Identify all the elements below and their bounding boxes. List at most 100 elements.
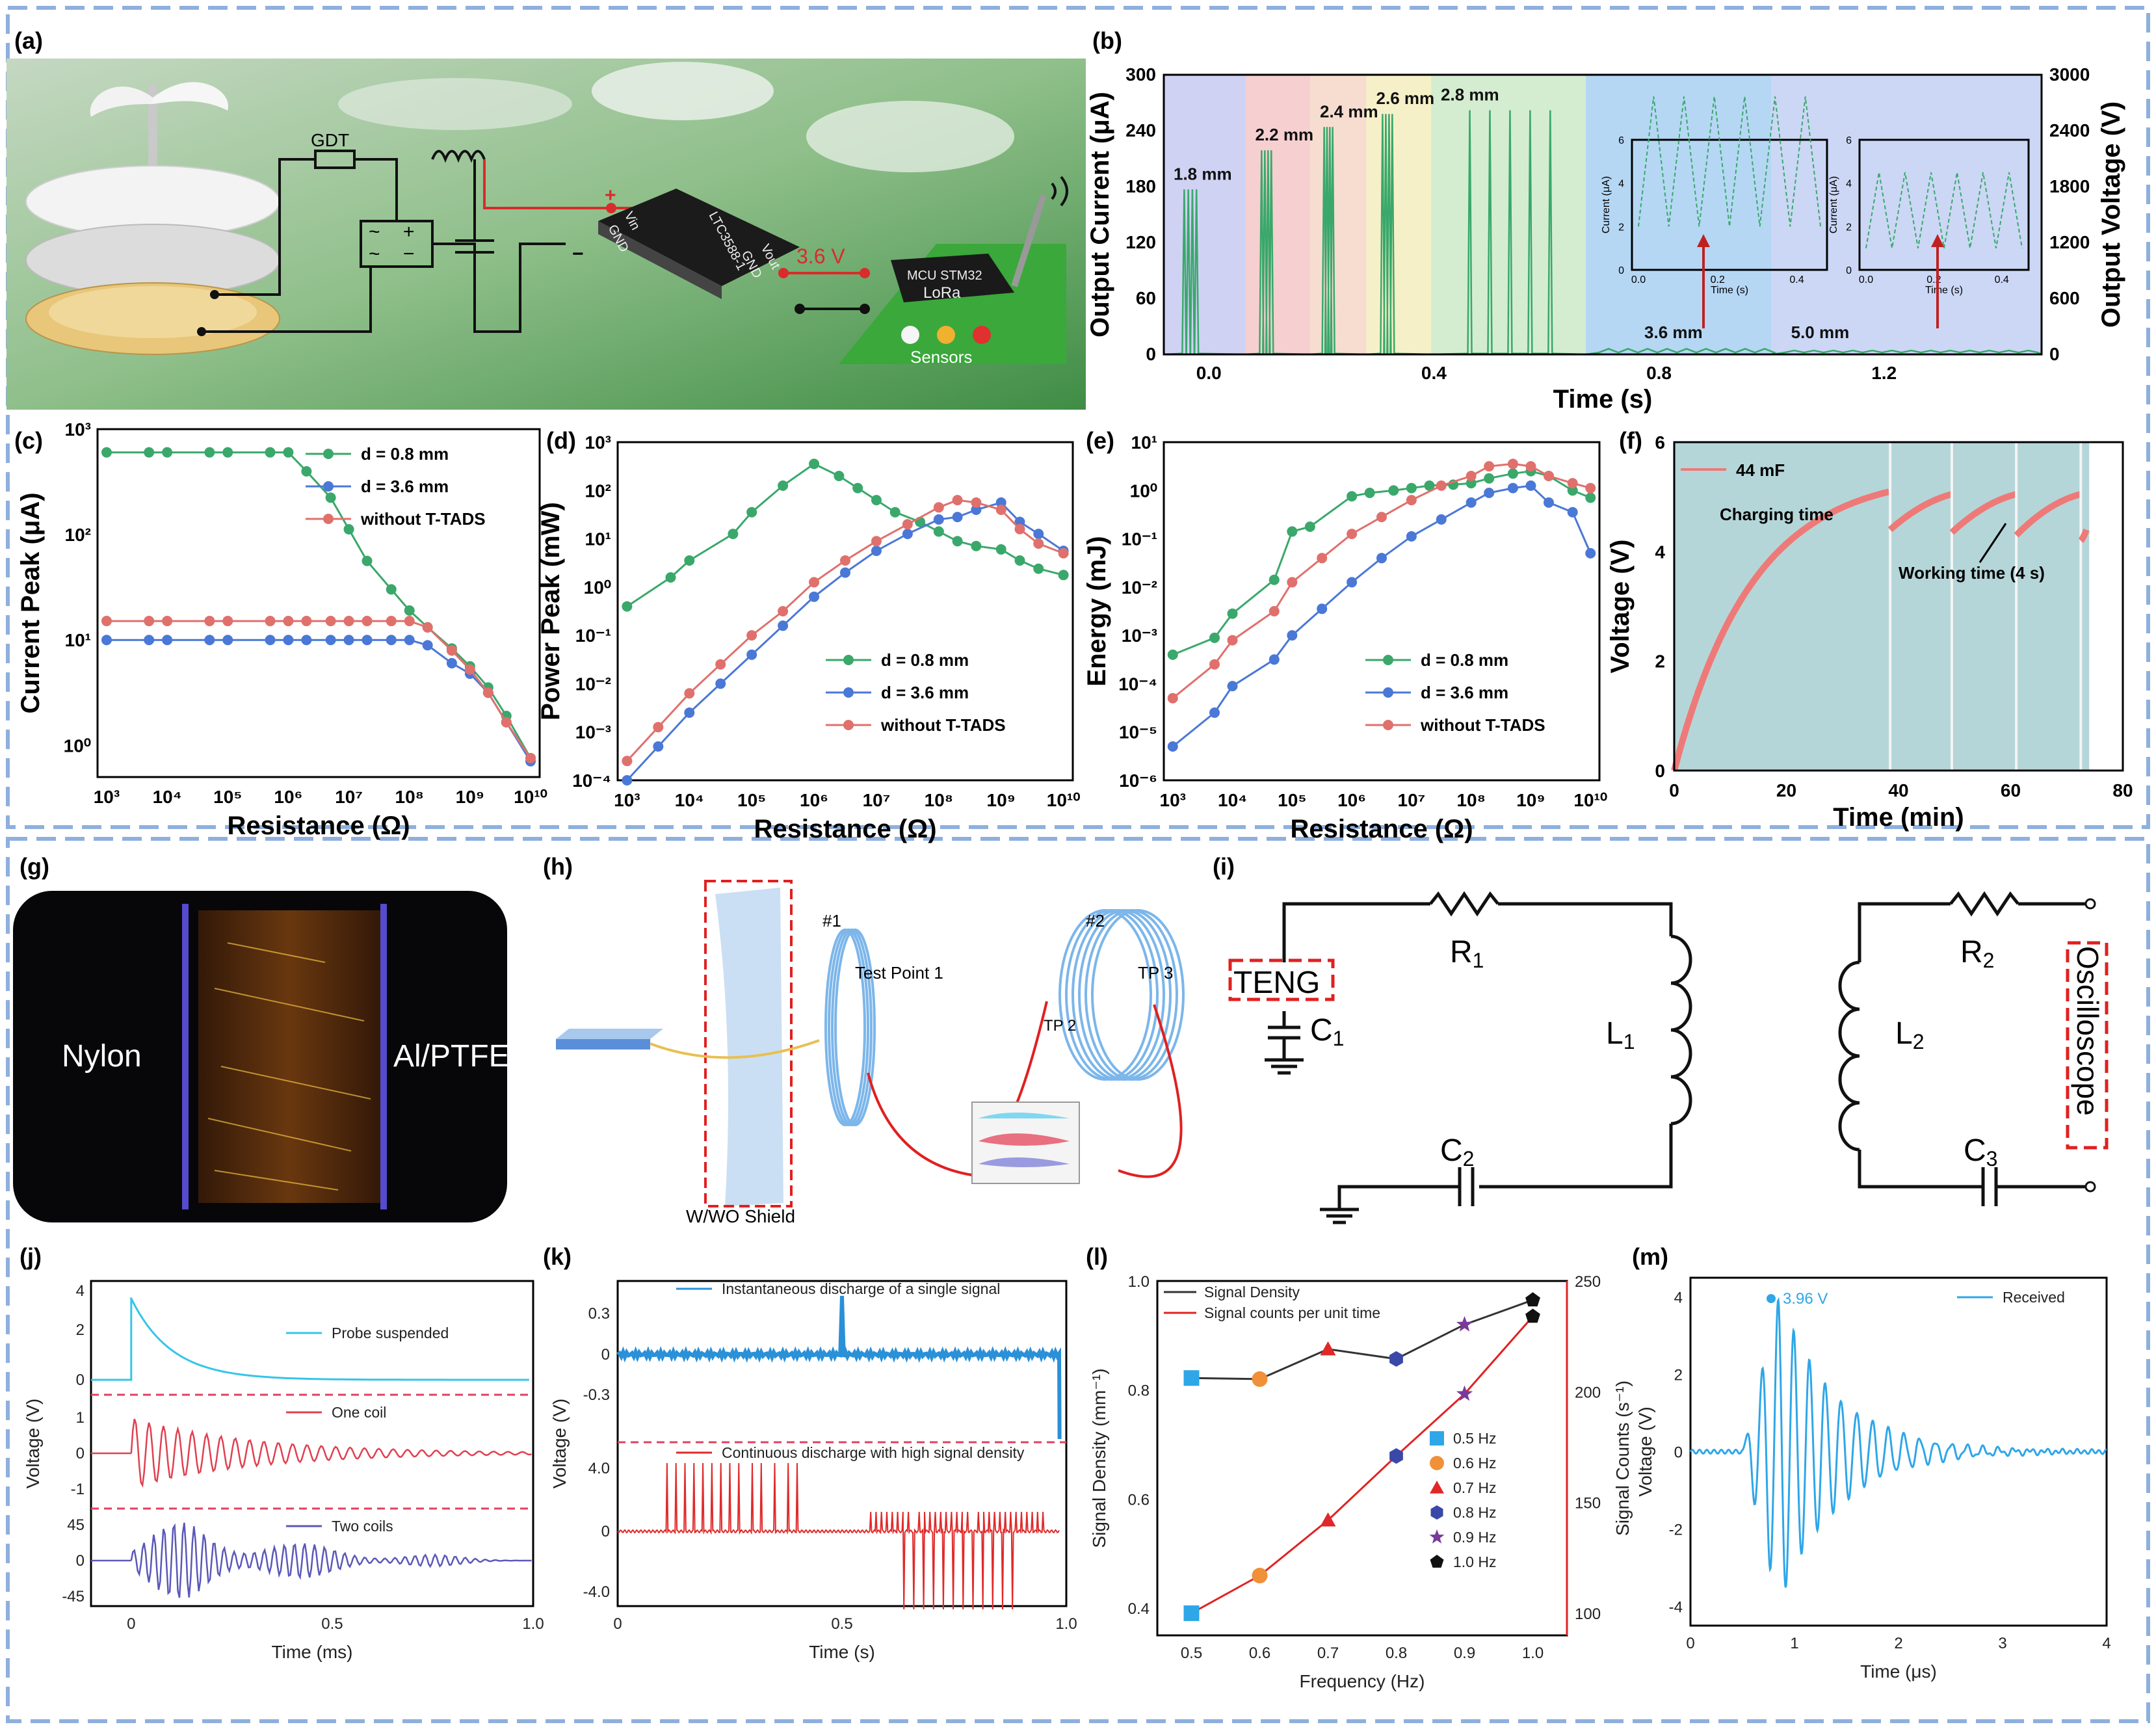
chip-plus: + — [605, 185, 616, 206]
ltc-chip-icon — [598, 189, 800, 299]
m-xlabel: Time (μs) — [1860, 1661, 1937, 1682]
l-series-density — [1191, 1299, 1534, 1380]
d-point-2-7 — [840, 555, 850, 566]
e-point-0-4 — [1287, 526, 1298, 537]
d-point-1-1 — [653, 741, 664, 752]
e-point-1-6 — [1347, 577, 1358, 588]
bridge-tilde-1: ~ — [369, 221, 380, 243]
f-cycle-0 — [1887, 491, 1953, 533]
m-xtick-1: 1 — [1790, 1635, 1798, 1652]
gap-label-3: 2.6 mm — [1376, 88, 1435, 108]
c-point-2-8 — [325, 616, 336, 627]
d-ytick-1: 10⁻³ — [575, 722, 611, 743]
inset-ytick-0-3: 6 — [1618, 135, 1624, 146]
d-frame — [616, 441, 1074, 782]
d-xtick-5: 10⁸ — [925, 790, 953, 810]
c-xtick-3: 10⁶ — [274, 787, 302, 807]
c-xtick-1: 10⁴ — [153, 787, 182, 807]
inset-ytick-0-0: 0 — [1618, 265, 1624, 276]
k-xtick-2: 1.0 — [1055, 1615, 1077, 1633]
c-point-1-11 — [386, 635, 397, 646]
j-series-two-coils — [91, 1522, 532, 1598]
gap-label-6: 5.0 mm — [1791, 323, 1850, 342]
gap-label-4: 2.8 mm — [1441, 85, 1499, 104]
d-ytick-2: 10⁻² — [575, 674, 611, 694]
panel-f-label: (f) — [1619, 427, 1642, 454]
e-ytick-2: 10⁻⁴ — [1118, 674, 1157, 694]
c-point-1-5 — [265, 635, 276, 646]
inset-xlabel-1: Time (s) — [1925, 285, 1963, 296]
f-xtick-3: 60 — [2001, 780, 2021, 800]
b-y2label: Output Voltage (V) — [2097, 101, 2125, 328]
f-xlabel: Time (min) — [1833, 803, 1964, 832]
d-ylabel: Power Peak (mW) — [536, 502, 565, 720]
e-point-2-3 — [1269, 606, 1280, 616]
e-point-2-16 — [1585, 482, 1596, 494]
k-series-single — [616, 1295, 1062, 1440]
panel-a-label: (a) — [14, 27, 43, 54]
segment-bg-6 — [1771, 75, 2042, 354]
inset-xtick-0-1: 0.2 — [1711, 274, 1725, 285]
l-density-point-3 — [1389, 1351, 1403, 1367]
l-marker-legend-2: 0.7 Hz — [1453, 1479, 1496, 1496]
d-xtick-4: 10⁷ — [863, 790, 891, 810]
l-ytick-3: 1.0 — [1128, 1273, 1150, 1291]
d-point-1-13 — [995, 497, 1006, 508]
f-ytick-0: 0 — [1655, 761, 1665, 781]
b-ytick-1: 60 — [1136, 288, 1156, 308]
e-point-2-6 — [1347, 529, 1358, 540]
e-point-0-8 — [1388, 485, 1399, 496]
l-xtick-1: 0.6 — [1249, 1644, 1270, 1662]
d-point-0-3 — [728, 529, 739, 540]
e-point-0-12 — [1466, 478, 1477, 489]
d-point-0-7 — [834, 471, 845, 481]
l-legend-0: Signal Density — [1204, 1284, 1300, 1300]
chart-k: Instantaneous discharge of a single sign… — [543, 1243, 1077, 1662]
c-point-1-0 — [101, 635, 112, 646]
c-point-2-12 — [404, 616, 415, 627]
d-point-1-2 — [684, 707, 695, 718]
e-xtick-5: 10⁸ — [1456, 790, 1485, 810]
panel-l-label: (l) — [1086, 1243, 1108, 1270]
c-point-2-4 — [222, 616, 233, 627]
e-legend-marker-0 — [1383, 655, 1393, 665]
l-density-point-2 — [1320, 1341, 1336, 1356]
k-series-continuous — [617, 1462, 1060, 1610]
d-point-1-0 — [622, 775, 633, 785]
e-point-1-7 — [1376, 553, 1387, 564]
e-legend-1: d = 3.6 mm — [1421, 683, 1508, 702]
j-ytick-7: 0 — [76, 1552, 85, 1570]
e-frame — [1163, 441, 1601, 782]
chart-j: Probe suspended One coil Two coils 4 2 0 1 0 -1 4… — [20, 1243, 544, 1662]
voltage-label: 3.6 V — [796, 244, 845, 268]
d-ytick-0: 10⁻⁴ — [572, 771, 611, 791]
c-point-1-2 — [162, 635, 173, 646]
f-legend: 44 mF — [1736, 460, 1785, 480]
f-annotation-pointer — [1979, 523, 2007, 563]
l-marker-legend-3: 0.8 Hz — [1453, 1504, 1496, 1521]
j-xtick-2: 1.0 — [522, 1615, 544, 1633]
e-point-1-10 — [1466, 497, 1477, 508]
e-ytick-5: 10⁻¹ — [1122, 529, 1157, 549]
d-legend-1: d = 3.6 mm — [881, 683, 969, 702]
j-xtick-0: 0 — [127, 1615, 135, 1633]
c-point-2-16 — [482, 687, 493, 698]
e-point-0-9 — [1406, 482, 1417, 494]
e-point-2-9 — [1436, 480, 1447, 491]
c-point-2-3 — [204, 616, 215, 627]
e-point-0-10 — [1424, 480, 1435, 491]
d-point-2-6 — [809, 577, 820, 588]
d-point-0-0 — [622, 601, 633, 612]
b-xtick-0: 0.0 — [1196, 363, 1222, 383]
e-point-1-11 — [1484, 488, 1495, 498]
coil-2-label: #2 — [1086, 911, 1105, 930]
panel-g-label: (g) — [20, 853, 49, 880]
l-ytick-2: 0.8 — [1128, 1382, 1150, 1400]
j-ytick-0: 4 — [76, 1282, 85, 1300]
panel-m-label: (m) — [1632, 1243, 1668, 1270]
d-point-0-1 — [665, 572, 676, 583]
m-legend: Received — [2003, 1289, 2065, 1306]
panel-i-label: (i) — [1213, 853, 1235, 880]
